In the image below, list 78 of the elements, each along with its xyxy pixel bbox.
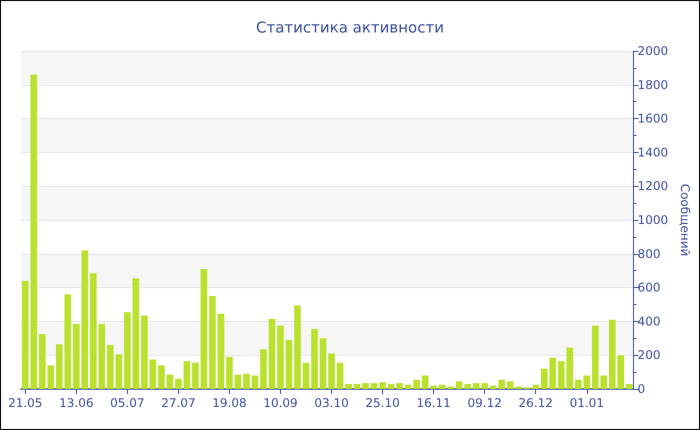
bar	[388, 384, 394, 389]
y-tick-label: 1200	[638, 179, 668, 194]
bar	[540, 368, 548, 389]
y-tick-label: 600	[638, 280, 660, 295]
bar	[64, 294, 72, 389]
y-tick-label: 1400	[638, 145, 668, 160]
bar	[141, 315, 148, 389]
y-tick-label: 200	[638, 348, 660, 362]
x-tick-label: 01.01	[570, 396, 604, 410]
bar	[192, 362, 199, 389]
bar	[422, 375, 428, 389]
bar	[447, 386, 454, 389]
x-tick-label: 26.12	[518, 396, 553, 410]
bar	[98, 324, 106, 389]
bar	[47, 365, 54, 389]
bar	[150, 359, 156, 389]
x-tick-label: 09.12	[467, 396, 502, 410]
bar	[532, 384, 540, 389]
bar	[549, 358, 556, 389]
chart-title: Статистика активности	[256, 18, 444, 36]
y-axis-title: Сообщений	[678, 184, 692, 256]
x-tick-label: 21.05	[8, 396, 42, 410]
bar	[209, 296, 216, 389]
bar	[558, 361, 565, 389]
bar	[38, 334, 46, 389]
bar	[592, 326, 599, 389]
x-tick-label: 05.07	[110, 396, 145, 410]
bar	[430, 386, 437, 389]
bar	[566, 348, 574, 389]
x-tick-label: 16.11	[416, 396, 451, 410]
y-tick-label: 2000	[638, 44, 668, 58]
bar	[379, 382, 386, 389]
y-tick-label: 1800	[638, 78, 668, 92]
bar	[438, 384, 446, 389]
y-tick-label: 400	[638, 314, 660, 328]
bar	[574, 380, 582, 389]
x-tick-label: 10.09	[263, 396, 298, 410]
x-tick-label: 13.06	[59, 396, 94, 410]
x-tick-label: 27.07	[161, 396, 196, 410]
bar	[490, 386, 496, 389]
bar	[456, 381, 462, 389]
bar	[166, 374, 174, 389]
bar	[107, 345, 114, 389]
bar	[56, 344, 63, 389]
x-tick-label: 03.10	[314, 396, 349, 410]
bar	[515, 386, 522, 389]
bar	[81, 250, 88, 389]
bar	[481, 383, 488, 389]
bar	[30, 74, 38, 389]
bar	[22, 280, 29, 389]
bar	[506, 381, 514, 389]
bar	[472, 383, 480, 389]
bar	[72, 324, 80, 389]
y-tick-label: 1600	[638, 112, 668, 126]
bar	[175, 378, 182, 389]
x-tick-label: 19.08	[212, 396, 247, 410]
bar	[90, 273, 97, 389]
bar	[413, 380, 420, 389]
bar	[626, 384, 633, 389]
bar	[617, 355, 624, 389]
bar	[370, 383, 378, 389]
bar	[498, 380, 506, 389]
bar	[608, 320, 616, 389]
bar	[464, 384, 471, 389]
bar	[600, 375, 608, 389]
y-tick-label: 0	[638, 382, 646, 396]
bar	[184, 361, 190, 389]
bar	[404, 384, 412, 389]
x-tick-label: 25.10	[365, 396, 400, 410]
bar	[200, 269, 208, 389]
bar	[583, 375, 590, 389]
bar	[124, 312, 131, 389]
y-tick-label: 800	[638, 246, 660, 261]
y-tick-label: 1000	[638, 213, 668, 227]
bar	[132, 278, 140, 389]
bar	[396, 383, 403, 389]
bar	[158, 365, 165, 389]
bar	[116, 354, 122, 389]
